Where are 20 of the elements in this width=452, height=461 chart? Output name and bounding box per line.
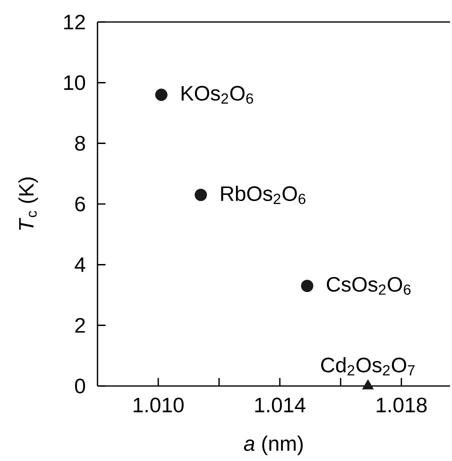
point (362, 380, 374, 390)
y-tick-label: 10 (64, 75, 86, 90)
point (155, 88, 168, 101)
annotation: CsOs$_{2}$O$_{6}$ (326, 276, 411, 295)
x-tick-label: 1.018 (376, 398, 427, 412)
y-axis-title: T$_{c}$ (K) (18, 178, 38, 230)
y-tick-label: 8 (75, 136, 85, 151)
x-tick-label: 1.010 (134, 398, 184, 412)
y-tick-label: 6 (75, 196, 85, 212)
point (194, 188, 207, 202)
x-tick-label: 1.014 (255, 398, 306, 412)
x-axis-title: a (nm) (244, 436, 303, 456)
annotation: RbOs$_{2}$O$_{6}$ (221, 186, 306, 204)
annotation: Cd$_{2}$Os$_{2}$O$_{7}$ (321, 357, 415, 376)
y-tick-label: 0 (75, 378, 86, 394)
y-tick-label: 4 (74, 257, 86, 272)
y-tick-label: 12 (64, 14, 85, 30)
point (301, 280, 314, 292)
y-tick-label: 2 (75, 318, 85, 333)
annotation: KOs$_{2}$O$_{6}$ (182, 86, 254, 104)
